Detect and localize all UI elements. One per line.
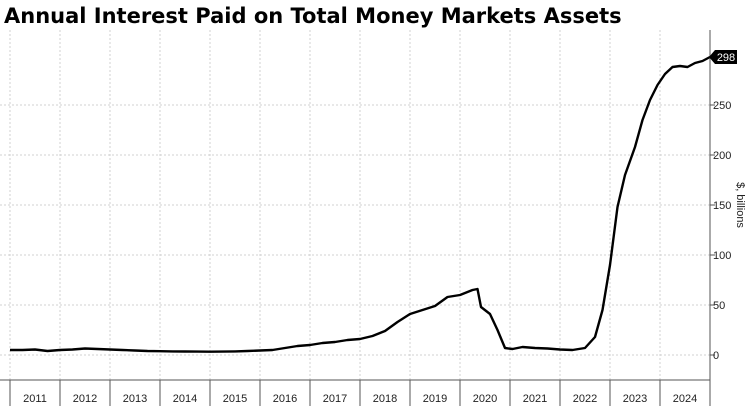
x-tick-label: 2023 bbox=[623, 393, 647, 405]
x-tick-label: 2017 bbox=[323, 393, 347, 405]
x-axis-ticks: 2011 2012 2013 2014 2015 2016 2017 2018 2019 2020… bbox=[0, 379, 711, 406]
last-value-badge bbox=[709, 50, 737, 64]
x-tick-label: 2014 bbox=[173, 393, 197, 405]
y-tick-label: 200 bbox=[713, 150, 731, 162]
y-tick-label: 100 bbox=[713, 250, 731, 262]
grid-lines bbox=[0, 30, 711, 380]
x-tick-label: 2018 bbox=[373, 393, 397, 405]
x-tick-label: 2019 bbox=[423, 393, 447, 405]
y-tick-label: 50 bbox=[713, 300, 725, 312]
series-layer bbox=[10, 55, 711, 353]
y-axis-label: $, billions bbox=[734, 182, 746, 228]
y-tick-label: 150 bbox=[713, 200, 731, 212]
x-tick-label: 2015 bbox=[223, 393, 247, 405]
y-tick-label: 0 bbox=[713, 350, 719, 362]
x-tick-label: 2022 bbox=[573, 393, 597, 405]
series-line bbox=[10, 55, 711, 353]
x-tick-label: 2024 bbox=[673, 393, 697, 405]
x-tick-label: 2012 bbox=[73, 393, 97, 405]
x-tick-label: 2021 bbox=[523, 393, 547, 405]
x-tick-label: 2011 bbox=[23, 393, 47, 405]
x-tick-label: 2020 bbox=[473, 393, 497, 405]
y-axis-ticks: 0 50 100 150 200 250 bbox=[709, 30, 731, 380]
x-tick-label: 2013 bbox=[123, 393, 147, 405]
last-value-label: 298 bbox=[717, 52, 735, 64]
y-tick-label: 250 bbox=[713, 100, 731, 112]
x-tick-label: 2016 bbox=[273, 393, 297, 405]
chart-title: Annual Interest Paid on Total Money Mark… bbox=[4, 4, 622, 28]
label-layer: 298 bbox=[709, 50, 737, 64]
